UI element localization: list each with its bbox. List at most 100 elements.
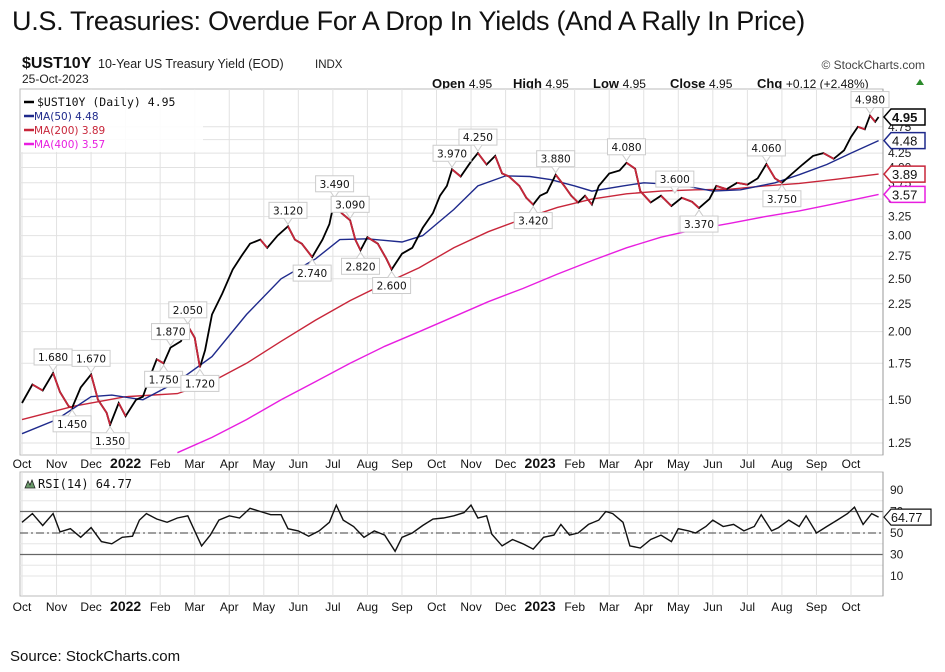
peak-trough-label: 3.090 [330, 195, 370, 220]
price-down-segment [660, 195, 673, 207]
peak-trough-value: 4.060 [751, 143, 781, 155]
x-tick-label: Apr [220, 600, 239, 614]
price-down-segment [563, 185, 572, 197]
price-down-segment [518, 185, 528, 199]
peak-trough-label: 2.740 [292, 258, 332, 282]
ohlc-open: Open 4.95 [432, 76, 493, 91]
peak-trough-label: 1.350 [90, 425, 130, 450]
legend-ma50: MA(50) 4.48 [34, 111, 99, 123]
x-tick-label: Oct [427, 457, 446, 471]
peak-trough-value: 1.720 [185, 378, 215, 390]
peak-trough-value: 1.750 [149, 374, 179, 386]
x-tick-label: Nov [460, 457, 481, 471]
peak-trough-value: 2.050 [173, 305, 203, 317]
x-tick-label: Dec [80, 600, 101, 614]
rsi-line [21, 503, 879, 553]
y-tick-label: 2.00 [888, 325, 912, 339]
price-panel: 1.251.501.752.002.252.502.753.003.253.50… [19, 88, 926, 456]
price-value-badges: 4.95 4.48 3.89 3.57 [883, 108, 926, 204]
price-down-segment [869, 114, 876, 123]
ohlc-label: High [513, 76, 546, 91]
price-down-segment [765, 163, 776, 179]
x-tick-label: Jul [325, 457, 340, 471]
x-tick-label: Sep [391, 457, 413, 471]
x-tick-label: Dec [495, 600, 516, 614]
peak-trough-label: 3.970 [432, 144, 472, 169]
x-tick-label: 2022 [110, 598, 141, 614]
peak-trough-value: 3.420 [518, 216, 548, 228]
x-tick-label: Jul [740, 457, 755, 471]
x-tick-label: Jun [289, 457, 308, 471]
y-tick-label: 1.75 [888, 356, 912, 370]
x-tick-label: Sep [806, 600, 828, 614]
x-tick-label: Aug [357, 457, 378, 471]
value-badge: 4.48 [883, 131, 926, 150]
peak-trough-value: 1.680 [38, 352, 68, 364]
price-down-segment [349, 220, 357, 240]
price-down-segment [451, 168, 462, 178]
price-down-segment [822, 152, 835, 160]
price-down-segment [501, 172, 510, 178]
x-tick-label: Sep [806, 457, 828, 471]
peak-trough-value: 1.350 [95, 436, 125, 448]
peak-trough-value: 2.740 [297, 268, 327, 280]
ohlc-label: Close [670, 76, 709, 91]
chart-symbol: $UST10Y [22, 55, 92, 72]
price-down-segment [639, 190, 652, 204]
value-badge-text: 3.89 [892, 167, 917, 182]
peak-trough-value: 3.370 [684, 219, 714, 231]
x-tick-label: May [667, 457, 690, 471]
series-line-ma400 [177, 193, 879, 454]
x-tick-label: Mar [184, 600, 205, 614]
rsi-legend: RSI(14) 64.77 [24, 477, 132, 491]
y-tick-label: 2.75 [888, 249, 912, 263]
price-down-segment [366, 236, 379, 245]
legend-ma200: MA(200) 3.89 [34, 125, 105, 137]
value-badge: 3.57 [883, 185, 926, 204]
x-tick-label: Jun [703, 457, 722, 471]
peak-trough-label: 1.670 [71, 349, 111, 374]
rsi-indicator-icon [24, 478, 36, 489]
price-down-segment [68, 405, 73, 409]
price-down-segment [625, 162, 636, 170]
x-tick-label: Mar [184, 457, 205, 471]
x-tick-label: Apr [634, 457, 653, 471]
peak-trough-label: 4.080 [606, 138, 646, 162]
price-down-segment [716, 185, 727, 191]
x-tick-label: Oct [842, 457, 861, 471]
value-badge: 3.89 [883, 165, 926, 183]
price-down-segment [691, 201, 700, 209]
price-down-segment [774, 177, 783, 184]
price-down-segment [105, 412, 111, 426]
rsi-y-tick-label: 90 [890, 483, 904, 497]
x-tick-label: Oct [842, 600, 861, 614]
price-down-segment [385, 258, 393, 270]
rsi-y-tick-label: 30 [890, 548, 904, 562]
price-legend: $UST10Y (Daily) 4.95 MA(50) 4.48 MA(200)… [21, 90, 203, 152]
peak-trough-label: 4.060 [746, 139, 786, 163]
price-down-segment [354, 239, 362, 251]
x-tick-label: Apr [634, 600, 653, 614]
x-tick-label: Aug [771, 457, 792, 471]
peak-trough-value: 2.600 [377, 281, 407, 293]
peak-trough-label: 3.600 [655, 170, 695, 194]
x-axis-bottom: Oct Nov Dec 2022 Feb Mar Apr May Jun Jul Aug Sep Oct… [13, 598, 861, 614]
rsi-badge-frame [883, 508, 932, 526]
peak-trough-label: 3.370 [679, 209, 719, 233]
x-tick-label: Nov [46, 600, 67, 614]
rsi-value-badge: 64.77 [883, 508, 932, 526]
chart-canvas: $UST10Y 10-Year US Treasury Yield (EOD) … [13, 55, 932, 614]
y-tick-label: 1.50 [888, 393, 912, 407]
x-tick-label: Feb [150, 600, 171, 614]
price-down-segment [301, 243, 313, 258]
x-tick-label: Dec [80, 457, 101, 471]
peak-trough-label: 3.120 [268, 201, 308, 226]
x-tick-label: Aug [357, 600, 378, 614]
x-tick-label: Feb [564, 457, 585, 471]
peak-trough-value: 4.080 [611, 142, 641, 154]
price-down-segment [477, 152, 488, 166]
peak-trough-value: 1.670 [76, 353, 106, 365]
price-annotations: 1.680 1.670 1.450 1.350 1.870 2.050 1.750 1.720… [33, 91, 890, 450]
ohlc-label: Chg [757, 76, 786, 91]
value-badge: 4.95 [883, 108, 926, 126]
